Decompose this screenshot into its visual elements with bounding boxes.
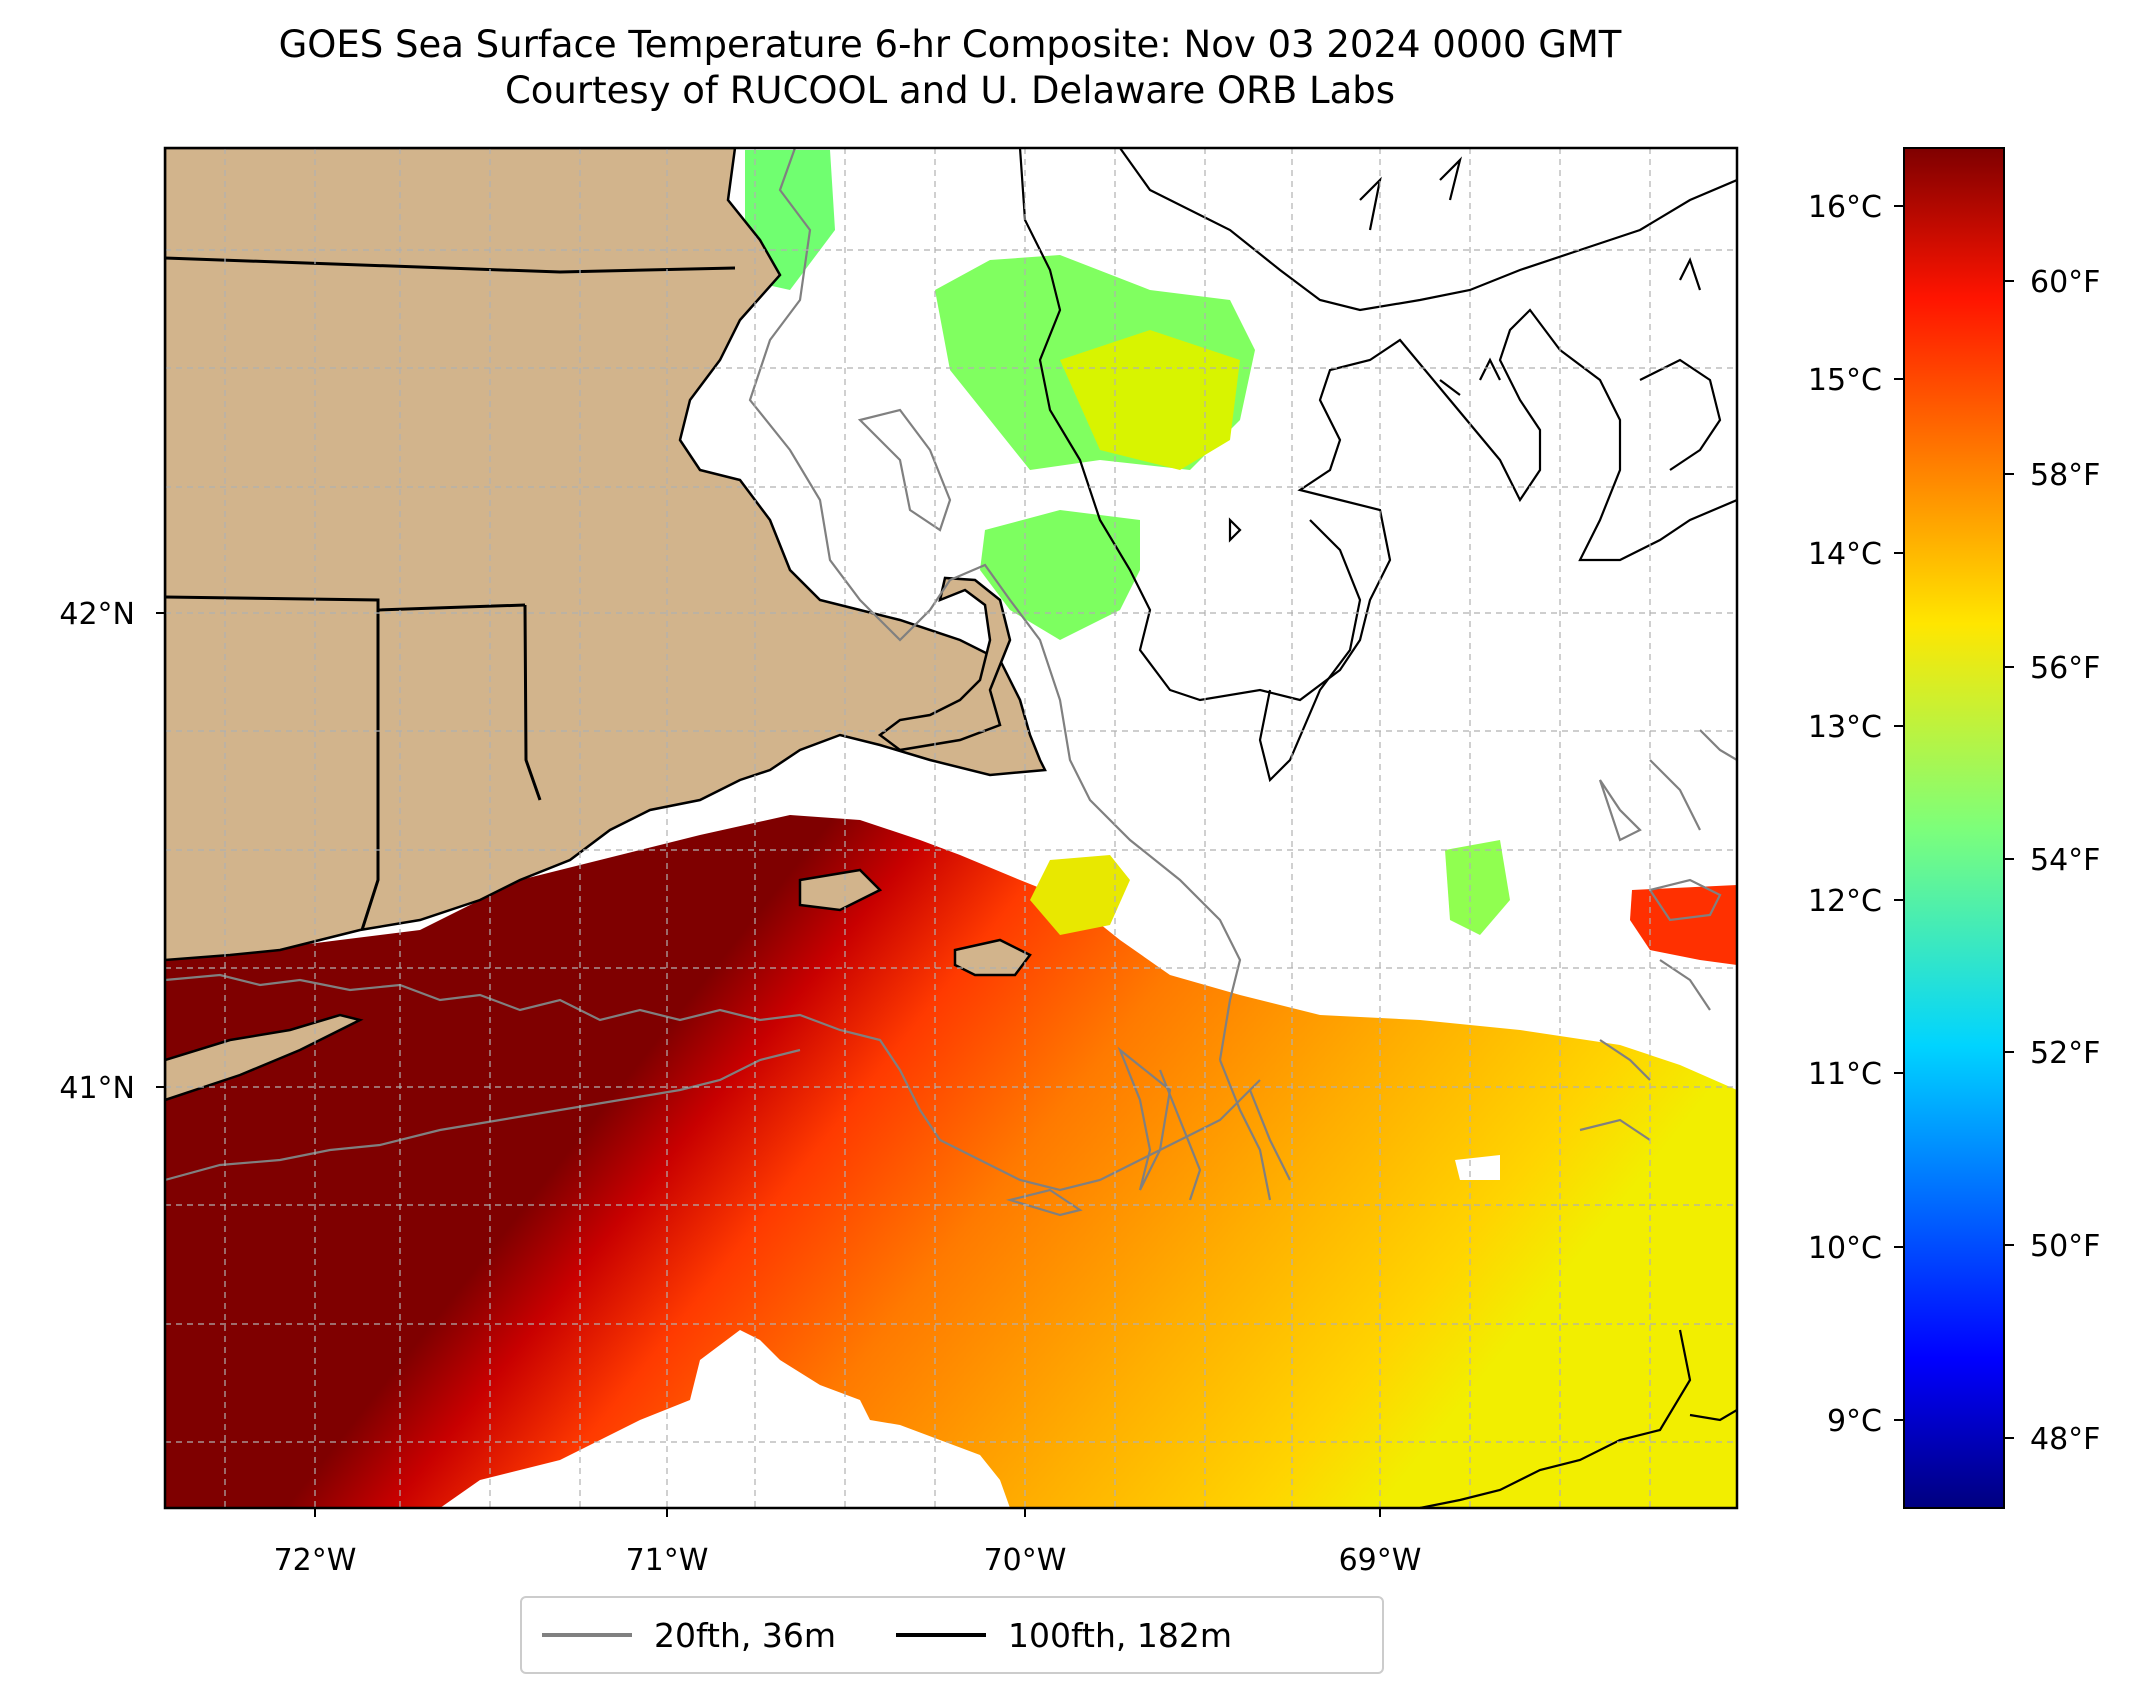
map-frame <box>163 146 1739 1510</box>
sst-yellow-patch-gulf <box>1060 330 1240 470</box>
colorbar-fahrenheit-label: 60°F <box>2030 265 2100 300</box>
lat-tick-label: 41°N <box>59 1071 135 1106</box>
colorbar-fahrenheit-label: 50°F <box>2030 1229 2100 1264</box>
colorbar-fahrenheit-label: 48°F <box>2030 1422 2100 1457</box>
colorbar <box>1903 147 2005 1509</box>
sst-green-patch-chatham <box>980 510 1140 640</box>
axis-ticks <box>156 612 1381 1517</box>
colorbar-fahrenheit-label: 58°F <box>2030 458 2100 493</box>
sst-warm-field <box>165 815 1737 1508</box>
lon-tick-label: 71°W <box>626 1543 709 1578</box>
gridlines <box>165 148 1737 1508</box>
colorbar-fahrenheit-label: 56°F <box>2030 651 2100 686</box>
legend-item-20fth: 20fth, 36m <box>542 1616 836 1655</box>
legend-label: 100fth, 182m <box>1008 1615 1232 1655</box>
colorbar-fahrenheit-label: 54°F <box>2030 843 2100 878</box>
state-border-ri-ma <box>523 604 542 801</box>
colorbar-celsius-label: 12°C <box>1808 884 1882 919</box>
legend-item-100fth: 100fth, 182m <box>896 1616 1232 1655</box>
land-cape-cod <box>877 576 1012 752</box>
legend-line-gray <box>542 1633 632 1637</box>
lat-tick-label: 42°N <box>59 597 135 632</box>
colorbar-fahrenheit-label: 52°F <box>2030 1036 2100 1071</box>
sst-green-patch-east <box>1445 840 1510 935</box>
sst-nantucket-shoals-patch <box>1030 855 1130 935</box>
sst-red-patch-east <box>1630 885 1737 965</box>
lon-tick-label: 70°W <box>984 1543 1067 1578</box>
lon-tick-label: 69°W <box>1339 1543 1422 1578</box>
colorbar-celsius-label: 9°C <box>1827 1404 1882 1439</box>
colorbar-celsius-label: 13°C <box>1808 710 1882 745</box>
lon-tick-label: 72°W <box>274 1543 357 1578</box>
state-border-ma-nh <box>165 256 736 274</box>
colorbar-celsius-label: 16°C <box>1808 190 1882 225</box>
colorbar-celsius-label: 11°C <box>1808 1057 1882 1092</box>
state-border-ct-ri <box>360 600 380 931</box>
colorbar-fahrenheit-ticks <box>2004 280 2014 1439</box>
land-nantucket <box>953 938 1032 977</box>
title-line-2: Courtesy of RUCOOL and U. Delaware ORB L… <box>504 69 1396 112</box>
colorbar-celsius-label: 10°C <box>1808 1231 1882 1266</box>
isobath-legend: 20fth, 36m 100fth, 182m <box>520 1596 1384 1674</box>
sst-no-data-gap <box>1455 1155 1500 1180</box>
land-marthas-vineyard <box>798 868 883 912</box>
isobath-20fth <box>165 148 1737 1217</box>
legend-line-black <box>896 1633 986 1637</box>
land-long-island-tip <box>165 1013 364 1102</box>
map-area <box>165 148 1737 1508</box>
colorbar-celsius-ticks <box>1894 205 1904 1421</box>
isobath-100fth <box>1018 148 1737 1508</box>
land-new-england <box>165 148 1047 962</box>
colorbar-celsius-label: 15°C <box>1808 363 1882 398</box>
title-line-1: GOES Sea Surface Temperature 6-hr Compos… <box>278 23 1622 66</box>
colorbar-celsius-label: 14°C <box>1808 537 1882 572</box>
chart-title: GOES Sea Surface Temperature 6-hr Compos… <box>0 22 1900 114</box>
legend-label: 20fth, 36m <box>654 1615 836 1655</box>
